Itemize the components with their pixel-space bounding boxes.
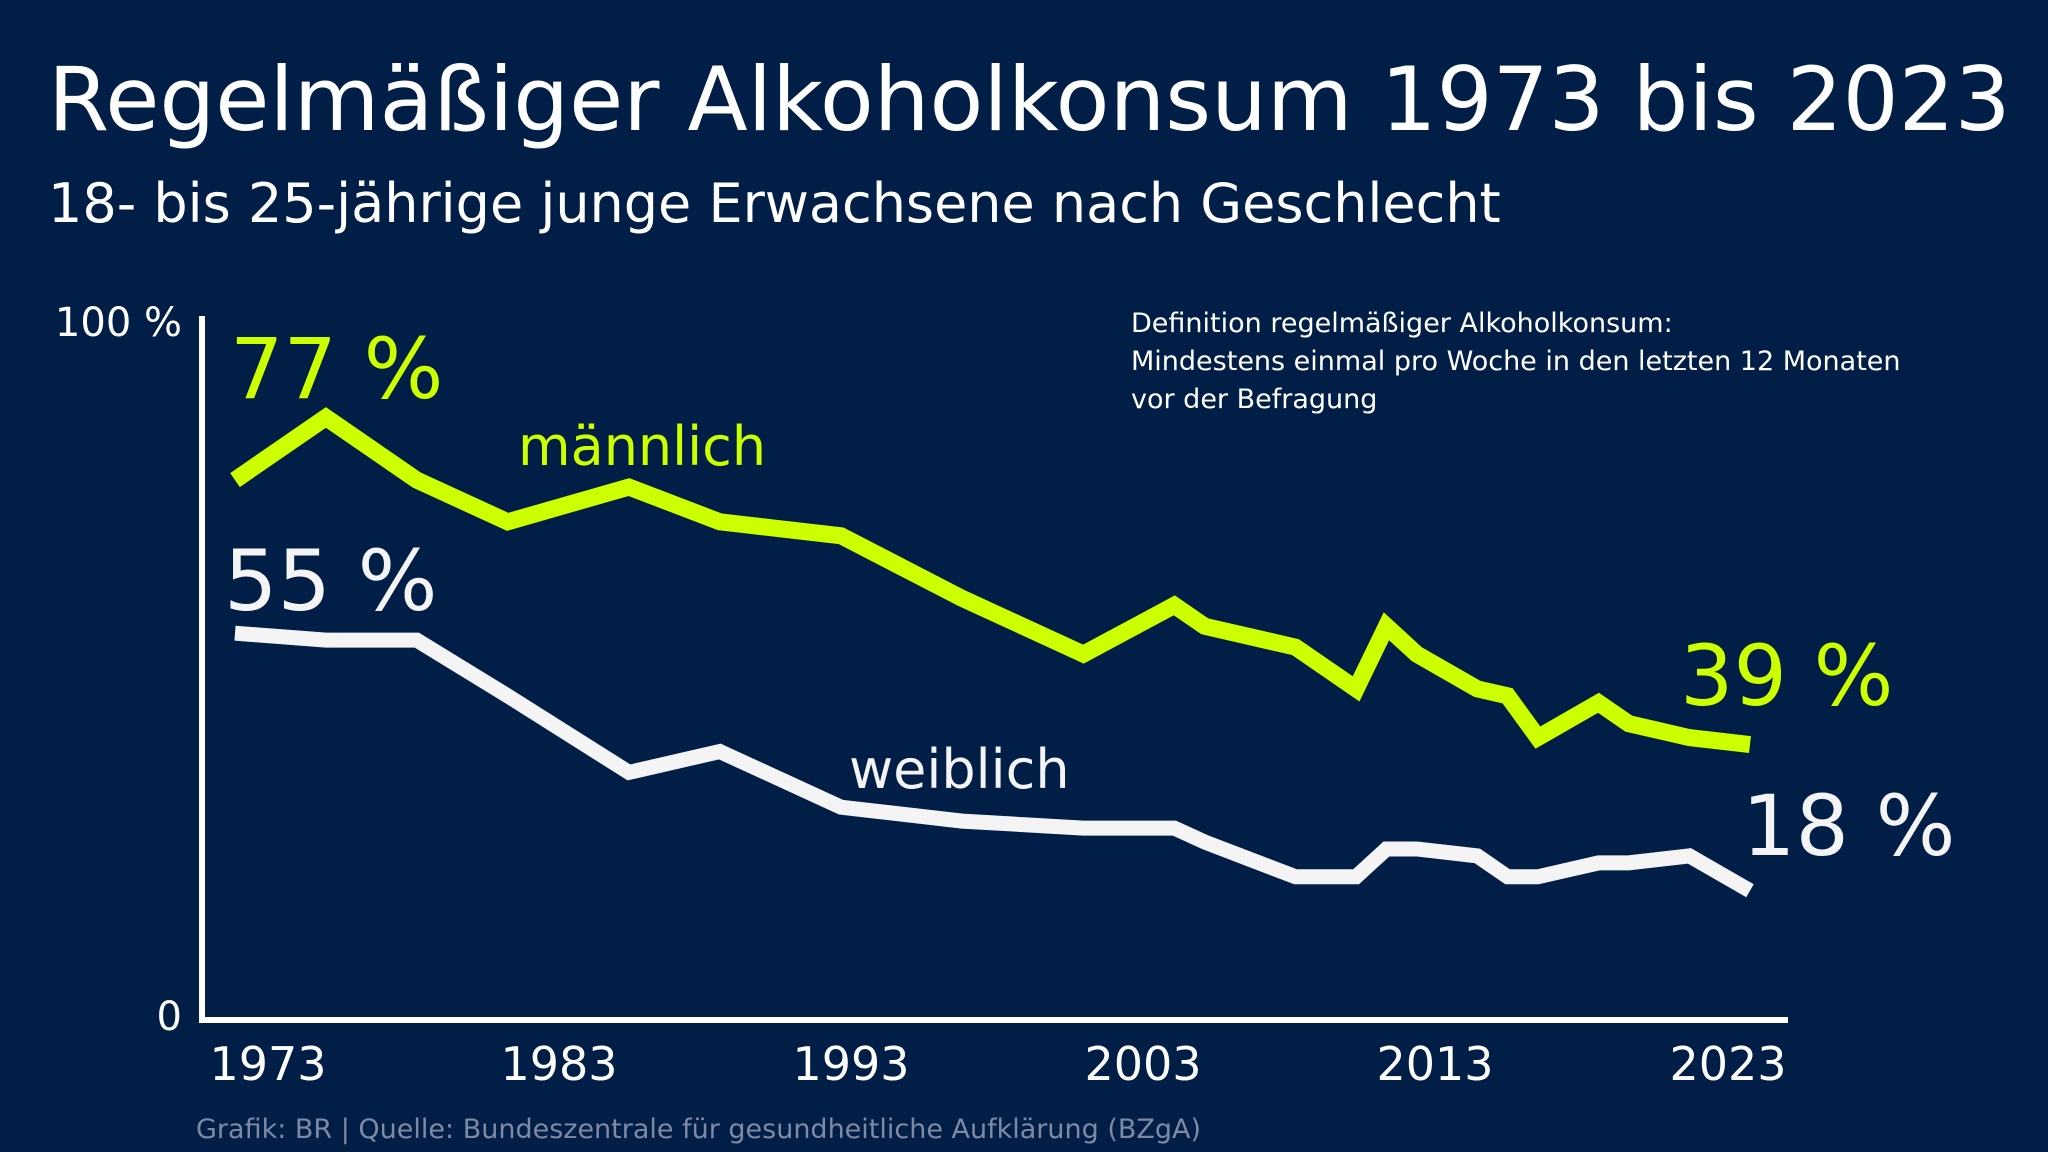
male-series-line — [230, 407, 1751, 754]
x-tick-label: 2013 — [1376, 1037, 1493, 1091]
definition-line-3: vor der Befragung — [1131, 384, 1377, 415]
x-tick-label: 1993 — [792, 1037, 909, 1091]
source-footer: Grafik: BR | Quelle: Bundeszentrale für … — [196, 1114, 1201, 1145]
x-tick-label: 2023 — [1669, 1037, 1786, 1091]
y-tick-label-100: 100 % — [55, 300, 182, 346]
x-tick-label: 2003 — [1084, 1037, 1201, 1091]
female-series-line — [234, 625, 1754, 898]
series-label-female: weiblich — [849, 738, 1070, 801]
y-tick-label-0: 0 — [157, 994, 182, 1040]
x-tick-label: 1983 — [500, 1037, 617, 1091]
definition-line-1: Definition regelmäßiger Alkoholkonsum: — [1131, 308, 1673, 339]
male-end-label: 39 % — [1680, 627, 1893, 725]
series-label-male: männlich — [518, 415, 766, 478]
x-tick-label: 1973 — [209, 1037, 326, 1091]
female-end-label: 18 % — [1742, 777, 1955, 875]
male-start-label: 77 % — [230, 320, 443, 418]
female-start-label: 55 % — [224, 532, 437, 630]
chart-subtitle: 18- bis 25-jährige junge Erwachsene nach… — [48, 172, 1501, 235]
definition-line-2: Mindestens einmal pro Woche in den letzt… — [1131, 346, 1901, 377]
chart-title: Regelmäßiger Alkoholkonsum 1973 bis 2023 — [48, 48, 2011, 151]
